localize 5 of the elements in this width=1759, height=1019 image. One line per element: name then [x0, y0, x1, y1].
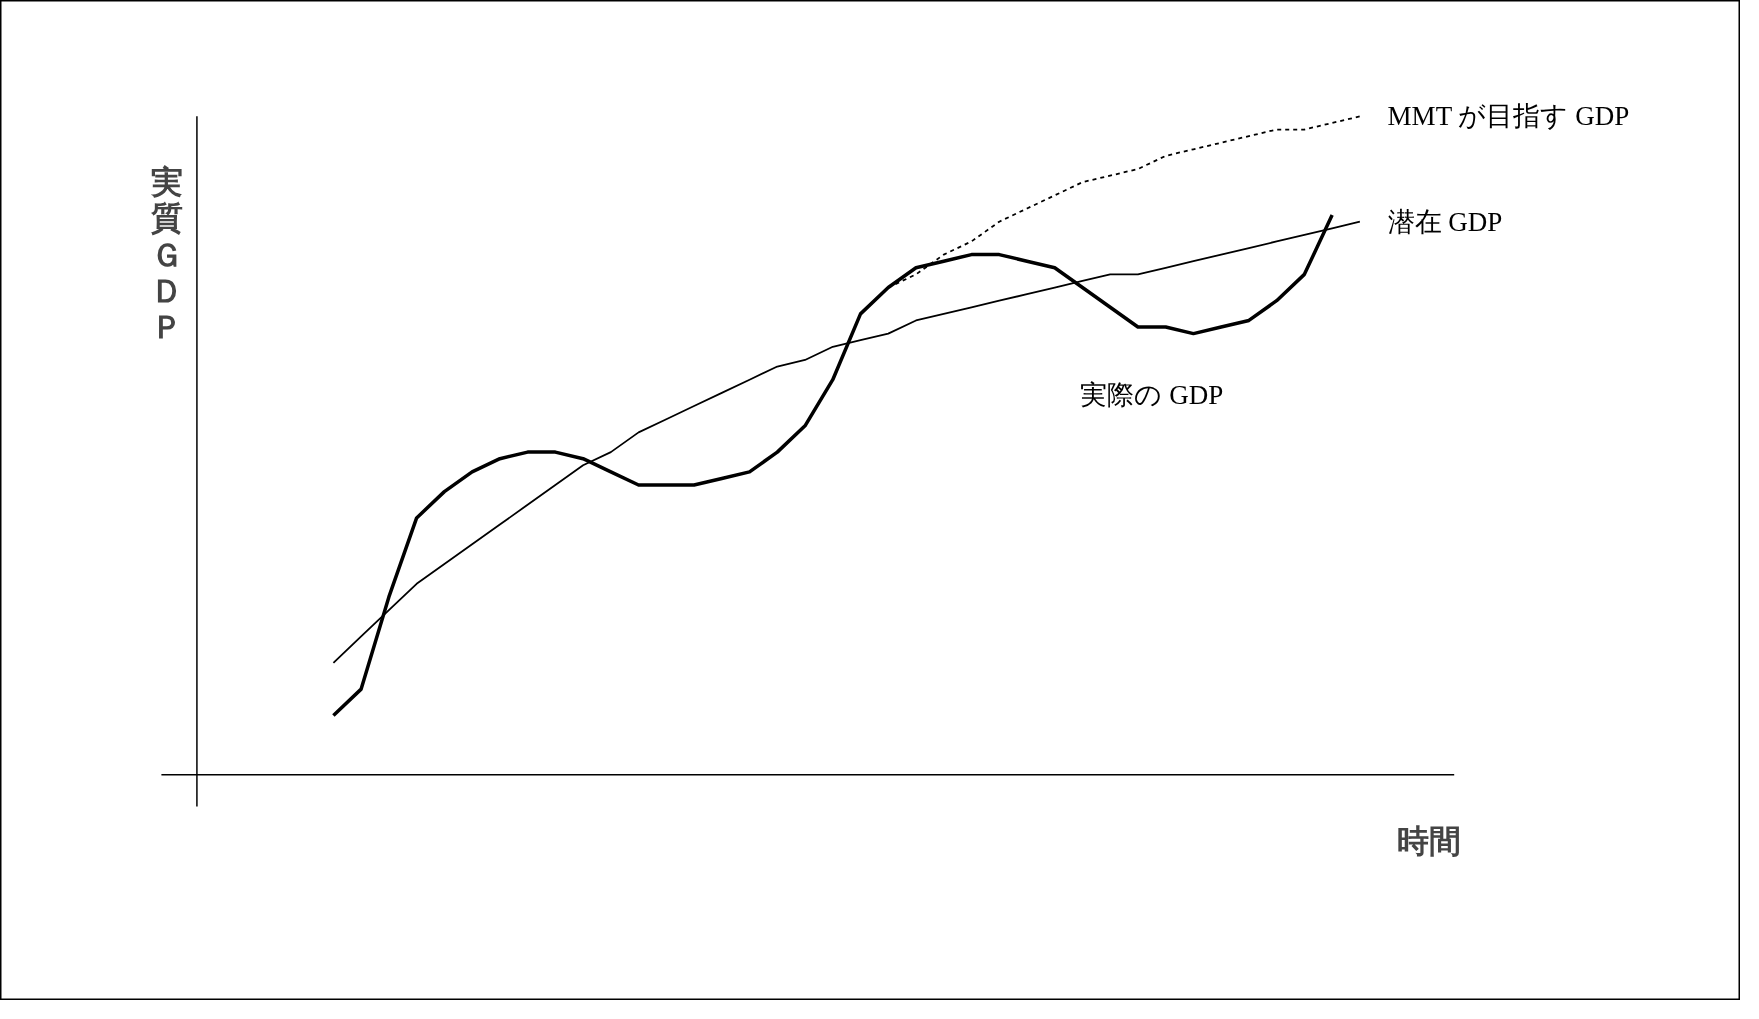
- series-label: 潜在 GDP: [1387, 206, 1503, 237]
- series-label: 実際の GDP: [1080, 379, 1224, 410]
- x-axis-title: 時間: [1397, 822, 1462, 859]
- y-axis-title: 実質ＧＤＰ: [149, 164, 183, 346]
- series-label: MMT が目指す GDP: [1387, 101, 1630, 132]
